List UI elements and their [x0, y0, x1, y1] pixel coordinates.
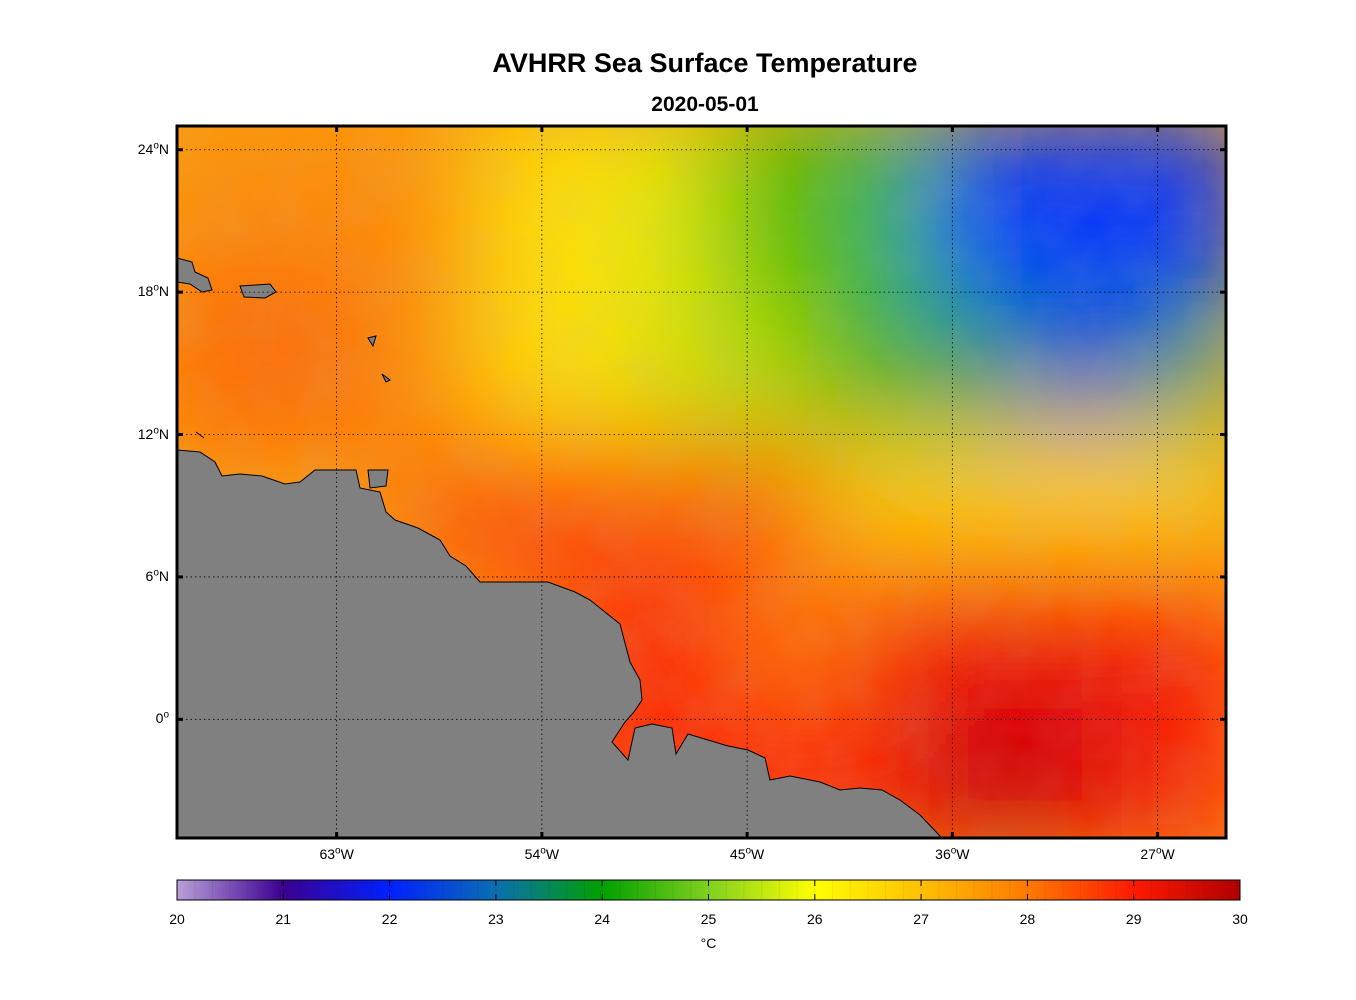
map-title: AVHRR Sea Surface Temperature	[492, 48, 918, 78]
lat-tick-label: 12oN	[137, 424, 169, 442]
colorbar-tick-label: 25	[701, 911, 717, 927]
colorbar-tick-label: 24	[594, 911, 610, 927]
lon-tick-label: 54oW	[524, 845, 560, 862]
colorbar-tick-label: 30	[1232, 911, 1248, 927]
colorbar-tick-label: 20	[169, 911, 185, 927]
land-hispaniola	[177, 257, 213, 293]
colorbar-tick-label: 21	[276, 911, 292, 927]
colorbar: 20 21 22 23 24 25 26 27 28 29 30 °C	[169, 879, 1248, 951]
land-trinidad	[367, 469, 389, 489]
lat-tick-label: 18oN	[137, 282, 169, 300]
lat-tick-label: 6oN	[145, 567, 169, 584]
lon-tick-label: 27oW	[1140, 845, 1175, 862]
colorbar-tick-label: 28	[1020, 911, 1036, 927]
colorbar-tick-label: 27	[913, 911, 929, 927]
lon-tick-label: 45oW	[729, 845, 765, 862]
land-island-top-left	[195, 431, 205, 439]
colorbar-gradient	[177, 880, 1240, 900]
map-subtitle: 2020-05-01	[651, 93, 759, 116]
map-frame	[175, 124, 1228, 840]
lon-tick-label: 63oW	[319, 845, 354, 862]
lat-tick-label: 24oN	[137, 140, 169, 157]
colorbar-tick-label: 29	[1126, 911, 1142, 927]
colorbar-tick-label: 22	[382, 911, 398, 927]
sst-field	[177, 126, 1226, 838]
land-south-america	[177, 449, 941, 838]
graticule	[177, 126, 1226, 838]
colorbar-tick-label: 26	[807, 911, 823, 927]
land-small-island-2	[381, 373, 391, 383]
land-puerto-rico	[239, 283, 277, 299]
colorbar-unit-label: °C	[701, 935, 717, 951]
colorbar-tick-label: 23	[488, 911, 504, 927]
axis-ticks	[177, 126, 1226, 838]
lon-tick-label: 36oW	[935, 845, 970, 862]
land-small-island-1	[367, 335, 377, 348]
lat-tick-label: 0o	[155, 709, 169, 727]
